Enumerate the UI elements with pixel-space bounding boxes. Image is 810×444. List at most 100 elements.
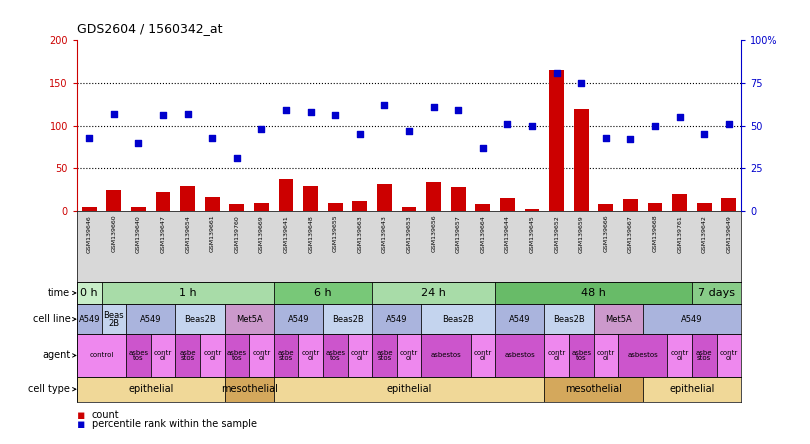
Bar (643, 304, 741, 334)
Text: asbes
tos: asbes tos (129, 350, 148, 361)
Bar (200, 334, 224, 377)
Bar (205, 197, 220, 211)
Text: GSM139652: GSM139652 (554, 215, 559, 253)
Text: 6 h: 6 h (314, 288, 332, 298)
Text: contr
ol: contr ol (597, 350, 615, 361)
Bar (372, 334, 397, 377)
Bar (544, 304, 594, 334)
Bar (426, 182, 441, 211)
Point (305, 108, 318, 115)
Text: epithelial: epithelial (128, 384, 173, 394)
Text: A549: A549 (288, 315, 309, 324)
Text: GSM139642: GSM139642 (701, 215, 707, 253)
Text: asbestos: asbestos (505, 353, 535, 358)
Bar (643, 377, 741, 402)
Point (255, 126, 268, 133)
Text: control: control (89, 353, 113, 358)
Bar (495, 304, 544, 334)
Bar (471, 334, 495, 377)
Text: A549: A549 (681, 315, 703, 324)
Bar (397, 334, 421, 377)
Bar (279, 179, 293, 211)
Text: contr
ol: contr ol (548, 350, 565, 361)
Text: 24 h: 24 h (421, 288, 446, 298)
Bar (372, 282, 495, 304)
Bar (298, 334, 323, 377)
Point (501, 120, 514, 127)
Text: Beas2B: Beas2B (331, 315, 364, 324)
Bar (667, 334, 692, 377)
Bar (254, 203, 269, 211)
Bar (77, 282, 101, 304)
Text: GSM139648: GSM139648 (308, 215, 313, 253)
Point (83, 134, 96, 141)
Point (206, 134, 219, 141)
Point (575, 79, 588, 86)
Point (378, 102, 391, 109)
Bar (347, 334, 372, 377)
Text: GSM139654: GSM139654 (185, 215, 190, 253)
Bar (274, 304, 323, 334)
Bar (303, 186, 318, 211)
Text: mesothelial: mesothelial (565, 384, 622, 394)
Text: GSM139663: GSM139663 (357, 215, 362, 253)
Text: Beas
2B: Beas 2B (104, 310, 124, 328)
Text: 48 h: 48 h (581, 288, 606, 298)
Point (452, 107, 465, 114)
Point (353, 131, 366, 138)
Text: GSM139641: GSM139641 (284, 215, 288, 253)
Point (723, 120, 735, 127)
Text: agent: agent (42, 350, 70, 361)
Bar (274, 334, 298, 377)
Text: contr
ol: contr ol (301, 350, 320, 361)
Bar (151, 334, 175, 377)
Text: Beas2B: Beas2B (184, 315, 215, 324)
Bar (274, 282, 372, 304)
Text: Beas2B: Beas2B (442, 315, 474, 324)
Bar (106, 190, 121, 211)
Text: contr
ol: contr ol (253, 350, 271, 361)
Text: 0 h: 0 h (80, 288, 98, 298)
Bar (525, 209, 539, 211)
Text: contr
ol: contr ol (351, 350, 369, 361)
Point (526, 122, 539, 129)
Text: contr
ol: contr ol (671, 350, 688, 361)
Text: GSM139647: GSM139647 (160, 215, 165, 253)
Bar (181, 186, 195, 211)
Text: GSM139655: GSM139655 (333, 215, 338, 253)
Text: A549: A549 (386, 315, 407, 324)
Text: GSM139649: GSM139649 (727, 215, 731, 253)
Bar (352, 201, 367, 211)
Text: contr
ol: contr ol (474, 350, 492, 361)
Text: GSM139644: GSM139644 (505, 215, 510, 253)
Bar (495, 334, 544, 377)
Bar (717, 334, 741, 377)
Text: asbe
stos: asbe stos (278, 350, 294, 361)
Bar (544, 377, 643, 402)
Text: GSM139664: GSM139664 (480, 215, 485, 253)
Text: contr
ol: contr ol (154, 350, 173, 361)
Text: asbestos: asbestos (431, 353, 462, 358)
Bar (224, 304, 274, 334)
Text: Met5A: Met5A (236, 315, 262, 324)
Text: GSM139657: GSM139657 (456, 215, 461, 253)
Text: GSM139646: GSM139646 (87, 215, 92, 253)
Bar (377, 184, 392, 211)
Bar (131, 207, 146, 211)
Text: contr
ol: contr ol (720, 350, 738, 361)
Bar (495, 282, 692, 304)
Text: GDS2604 / 1560342_at: GDS2604 / 1560342_at (77, 23, 223, 36)
Bar (692, 282, 741, 304)
Bar (328, 203, 343, 211)
Bar (224, 334, 249, 377)
Text: asbe
stos: asbe stos (179, 350, 196, 361)
Bar (402, 207, 416, 211)
Point (624, 136, 637, 143)
Bar (648, 203, 663, 211)
Text: A549: A549 (79, 315, 100, 324)
Bar (544, 334, 569, 377)
Text: GSM139661: GSM139661 (210, 215, 215, 253)
Text: GSM139666: GSM139666 (603, 215, 608, 253)
Text: time: time (48, 288, 70, 298)
Bar (274, 377, 544, 402)
